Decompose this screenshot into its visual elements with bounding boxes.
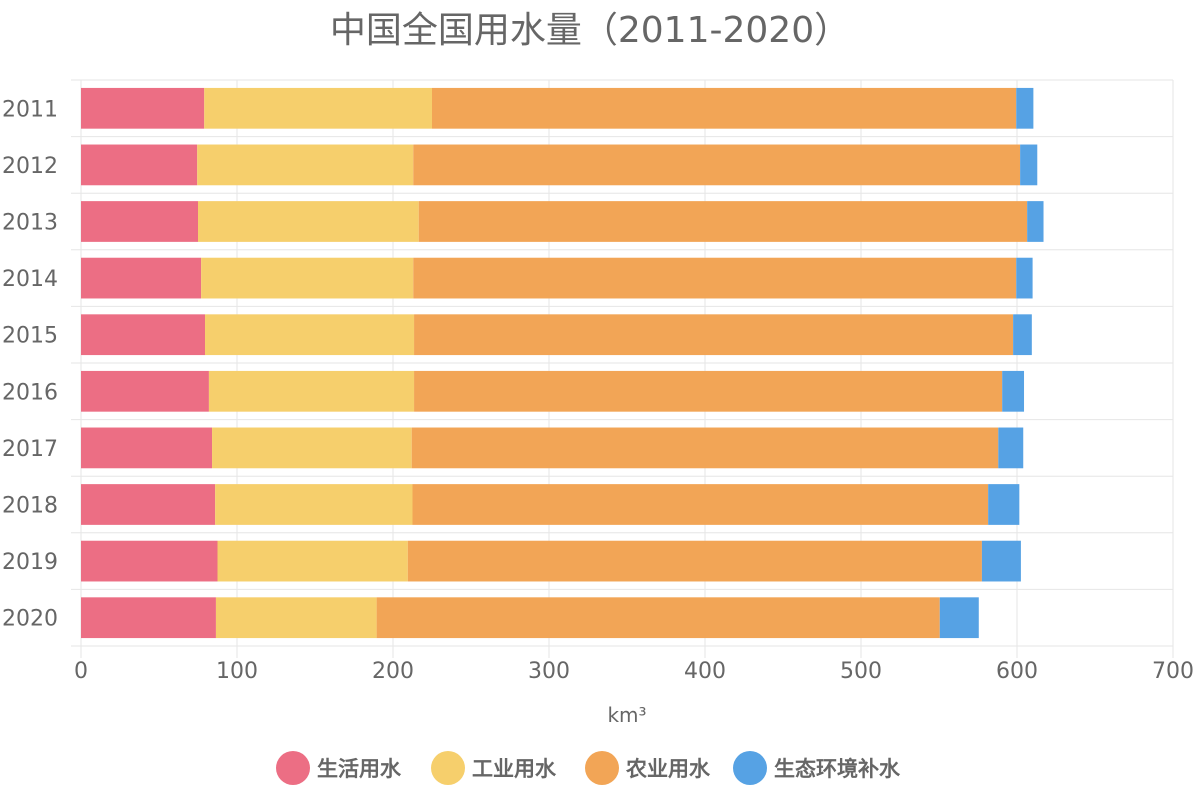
bar-segment[interactable] bbox=[414, 370, 1003, 412]
legend-label: 农业用水 bbox=[625, 757, 711, 781]
bar-segment[interactable] bbox=[212, 427, 412, 469]
x-tick-label: 0 bbox=[74, 659, 88, 684]
bar-segment[interactable] bbox=[1016, 87, 1034, 129]
bar-segment[interactable] bbox=[198, 201, 419, 242]
bar-segment[interactable] bbox=[81, 144, 198, 186]
legend-marker bbox=[585, 751, 619, 785]
x-axis: 0 100 200 300 400 500 600 700 bbox=[74, 659, 1194, 684]
bar-segment[interactable] bbox=[412, 484, 989, 525]
legend-label: 生态环境补水 bbox=[774, 757, 901, 781]
bar-segment[interactable] bbox=[1016, 257, 1033, 299]
bar-segment[interactable] bbox=[201, 257, 414, 299]
legend-marker bbox=[431, 751, 465, 785]
bar-segment[interactable] bbox=[407, 540, 982, 582]
bar-segment[interactable] bbox=[981, 540, 1021, 582]
bar-segment[interactable] bbox=[217, 540, 408, 582]
bar-segment[interactable] bbox=[208, 370, 415, 412]
legend-label: 工业用水 bbox=[472, 757, 557, 781]
x-tick-label: 300 bbox=[528, 659, 570, 684]
y-tick-label: 2012 bbox=[2, 154, 58, 179]
x-tick-label: 100 bbox=[216, 659, 258, 684]
bar-segment[interactable] bbox=[204, 87, 432, 129]
bar-segment[interactable] bbox=[81, 540, 218, 582]
legend[interactable]: 生活用水 工业用水 农业用水 生态环境补水 bbox=[276, 751, 901, 785]
bar-segment[interactable] bbox=[197, 144, 414, 186]
bar-segment[interactable] bbox=[81, 201, 198, 242]
y-tick-label: 2016 bbox=[2, 380, 58, 405]
y-tick-label: 2013 bbox=[2, 211, 58, 236]
x-tick-label: 700 bbox=[1152, 659, 1194, 684]
y-tick-label: 2017 bbox=[2, 437, 58, 462]
bar-segment[interactable] bbox=[376, 597, 940, 639]
bar-segment[interactable] bbox=[1002, 370, 1025, 412]
bars-layer bbox=[81, 87, 1044, 639]
bar-segment[interactable] bbox=[1027, 201, 1044, 242]
legend-item[interactable]: 生态环境补水 bbox=[733, 751, 901, 785]
y-tick-label: 2018 bbox=[2, 494, 58, 519]
bar-segment[interactable] bbox=[1013, 314, 1032, 356]
x-tick-label: 400 bbox=[684, 659, 726, 684]
bar-segment[interactable] bbox=[81, 314, 206, 356]
bar-segment[interactable] bbox=[215, 597, 377, 639]
y-tick-label: 2020 bbox=[2, 607, 58, 632]
legend-label: 生活用水 bbox=[317, 757, 402, 781]
x-axis-label: km³ bbox=[607, 703, 646, 727]
bar-segment[interactable] bbox=[988, 484, 1020, 525]
legend-item[interactable]: 工业用水 bbox=[431, 751, 557, 785]
y-tick-label: 2015 bbox=[2, 324, 58, 349]
legend-item[interactable]: 农业用水 bbox=[585, 751, 711, 785]
bar-segment[interactable] bbox=[81, 427, 213, 469]
legend-marker bbox=[276, 751, 310, 785]
x-tick-label: 500 bbox=[840, 659, 882, 684]
bar-segment[interactable] bbox=[81, 597, 216, 639]
x-tick-label: 600 bbox=[996, 659, 1038, 684]
bar-segment[interactable] bbox=[205, 314, 415, 356]
y-tick-label: 2011 bbox=[2, 97, 58, 122]
bar-segment[interactable] bbox=[413, 144, 1021, 186]
bar-segment[interactable] bbox=[414, 314, 1014, 356]
bar-segment[interactable] bbox=[411, 427, 999, 469]
bar-segment[interactable] bbox=[432, 87, 1017, 129]
chart-title: 中国全国用水量（2011-2020） bbox=[330, 10, 850, 51]
bar-segment[interactable] bbox=[215, 484, 413, 525]
bar-segment[interactable] bbox=[413, 257, 1017, 299]
bar-segment[interactable] bbox=[998, 427, 1024, 469]
bar-segment[interactable] bbox=[81, 370, 209, 412]
bar-segment[interactable] bbox=[81, 484, 216, 525]
bar-segment[interactable] bbox=[418, 201, 1028, 242]
bar-segment[interactable] bbox=[81, 257, 202, 299]
bar-segment[interactable] bbox=[1020, 144, 1038, 186]
y-axis: 2011 2012 2013 2014 2015 2016 2017 2018 2019 2020 bbox=[2, 97, 58, 631]
legend-marker bbox=[733, 751, 767, 785]
bar-segment[interactable] bbox=[939, 597, 979, 639]
y-tick-label: 2014 bbox=[2, 267, 58, 292]
bar-segment[interactable] bbox=[81, 87, 205, 129]
x-tick-label: 200 bbox=[372, 659, 414, 684]
legend-item[interactable]: 生活用水 bbox=[276, 751, 402, 785]
y-tick-label: 2019 bbox=[2, 550, 58, 575]
